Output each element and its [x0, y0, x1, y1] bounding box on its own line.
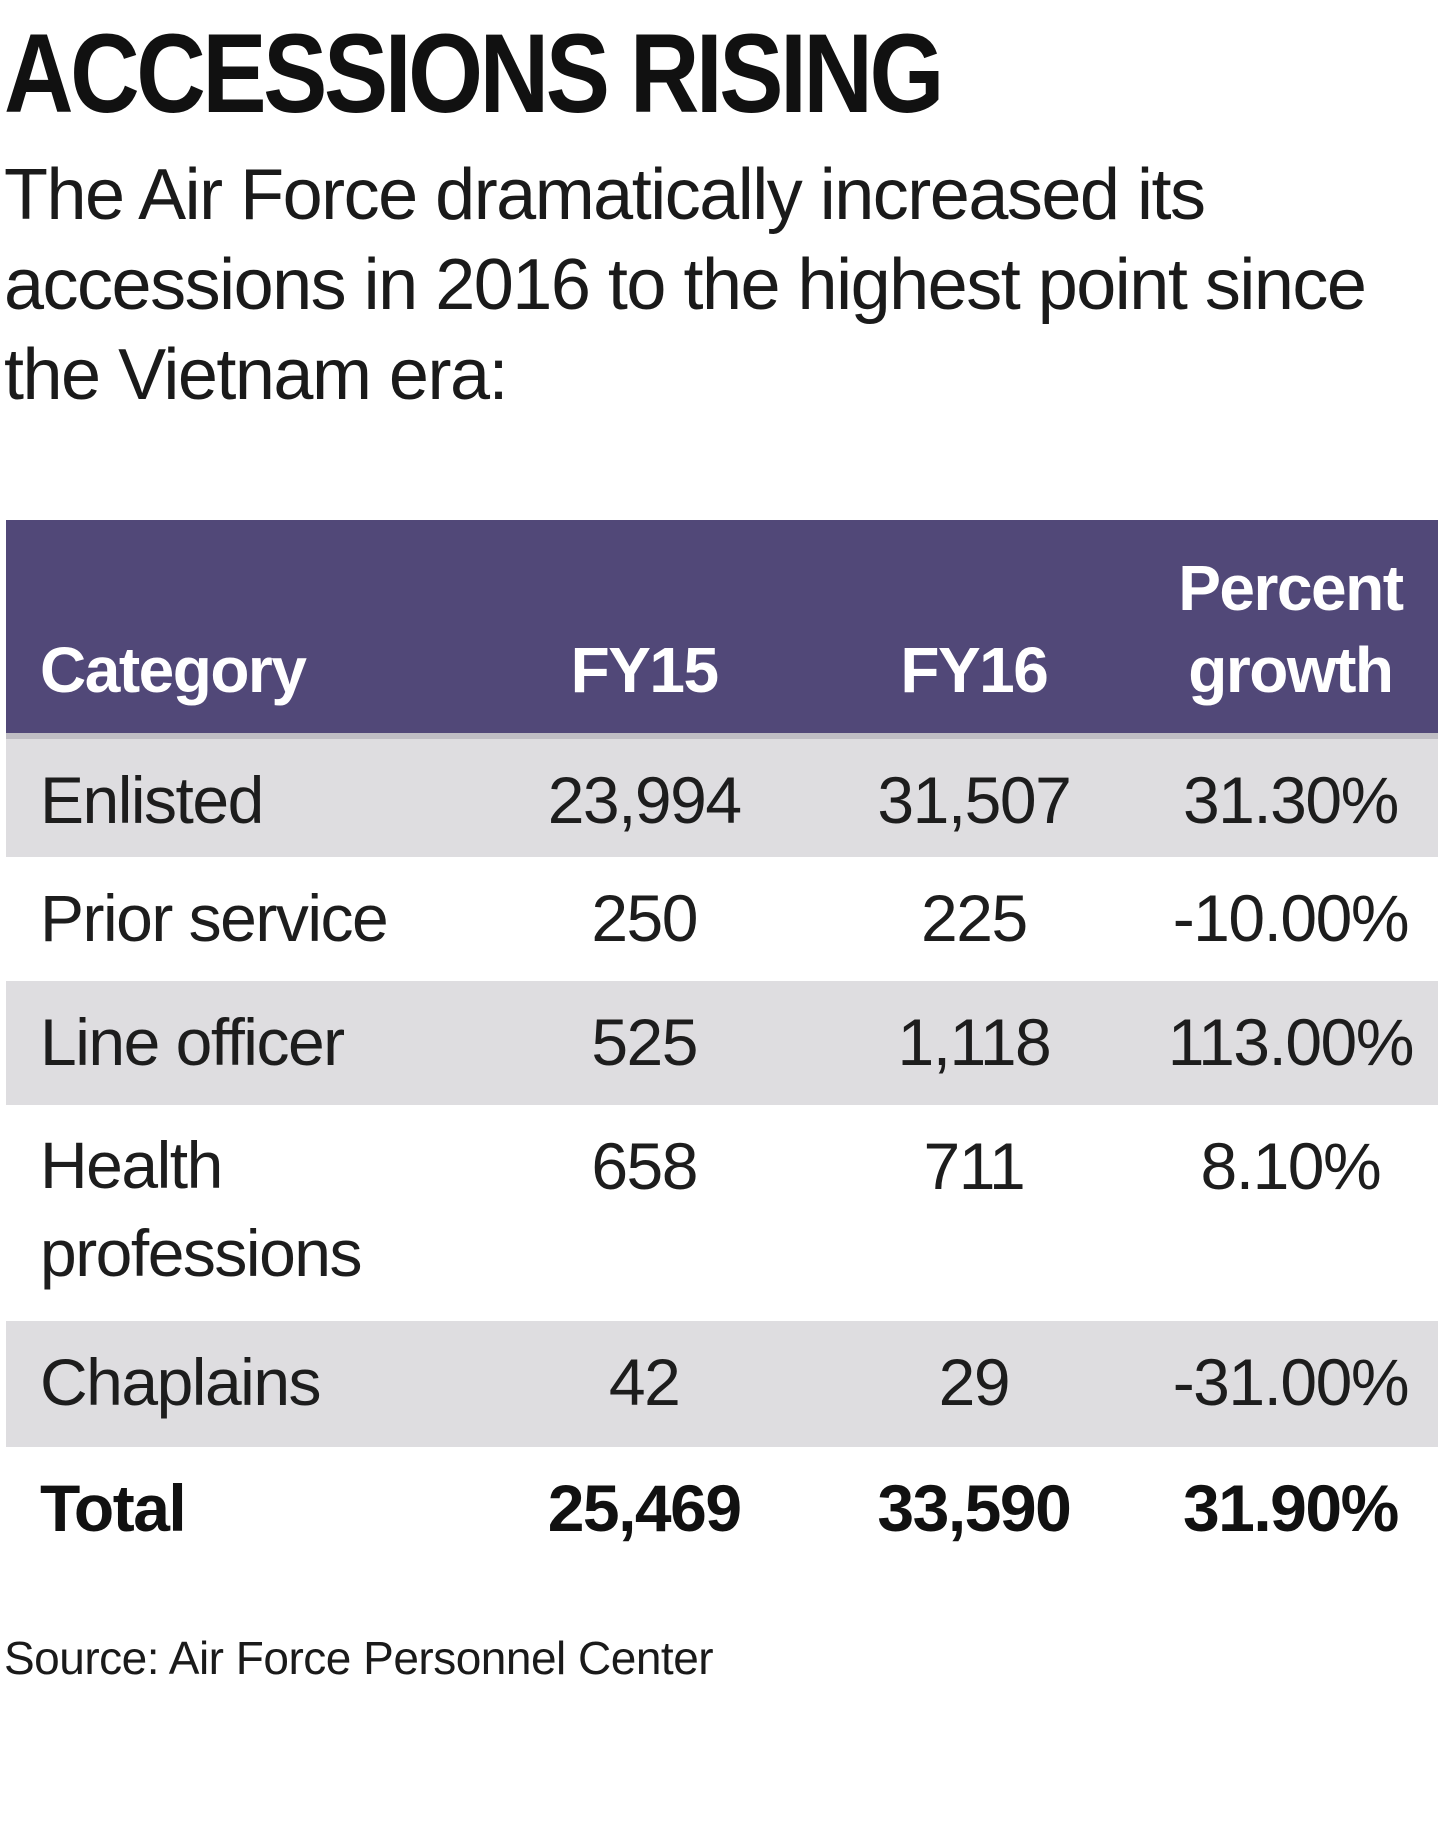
cell-fy15: 525	[591, 1005, 698, 1079]
cell-growth: -10.00%	[1172, 881, 1410, 955]
table-row-health-professions: Health professions 658 711 8.10%	[6, 1105, 1438, 1321]
table-row-total: Total 25,469 33,590 31.90%	[6, 1447, 1438, 1569]
cell-fy16: 31,507	[877, 763, 1071, 837]
table-row-enlisted: Enlisted 23,994 31,507 31.30%	[6, 733, 1438, 857]
cell-category: Total	[40, 1471, 187, 1545]
cell-fy16: 33,590	[877, 1471, 1071, 1545]
cell-fy15: 658	[591, 1129, 698, 1203]
cell-category: Chaplains	[40, 1345, 322, 1419]
source-note: Source: Air Force Personnel Center	[4, 1632, 714, 1684]
cell-growth: 8.10%	[1200, 1129, 1382, 1203]
cell-category: Health professions	[40, 1128, 363, 1290]
cell-category: Prior service	[40, 881, 389, 955]
column-header-category: Category	[40, 634, 307, 706]
cell-growth: 113.00%	[1167, 1005, 1415, 1079]
column-header-percent-growth: Percent growth	[1178, 552, 1404, 706]
chart-subtitle: The Air Force dramatically increased its…	[4, 155, 1367, 415]
cell-fy15: 23,994	[547, 763, 742, 837]
cell-fy15: 42	[608, 1345, 681, 1419]
cell-fy15: 250	[591, 881, 698, 955]
cell-category: Enlisted	[40, 763, 264, 837]
table-header-row: Category FY15 FY16 Percent growth	[6, 520, 1438, 733]
cell-growth: -31.00%	[1172, 1345, 1410, 1419]
cell-fy16: 29	[938, 1345, 1011, 1419]
cell-fy15: 25,469	[547, 1471, 742, 1545]
accessions-table: Category FY15 FY16 Percent growth Enlist…	[6, 520, 1438, 1569]
cell-category: Line officer	[40, 1005, 345, 1079]
cell-growth: 31.90%	[1182, 1471, 1399, 1545]
table-row-prior-service: Prior service 250 225 -10.00%	[6, 857, 1438, 981]
cell-growth: 31.30%	[1182, 763, 1399, 837]
table-row-line-officer: Line officer 525 1,118 113.00%	[6, 981, 1438, 1105]
column-header-fy15: FY15	[570, 634, 719, 706]
table-row-chaplains: Chaplains 42 29 -31.00%	[6, 1321, 1438, 1447]
column-header-fy16: FY16	[900, 634, 1048, 706]
cell-fy16: 225	[921, 881, 1028, 955]
cell-fy16: 711	[923, 1129, 1026, 1203]
chart-title: ACCESSIONS RISING	[4, 11, 944, 136]
cell-fy16: 1,118	[897, 1005, 1051, 1079]
